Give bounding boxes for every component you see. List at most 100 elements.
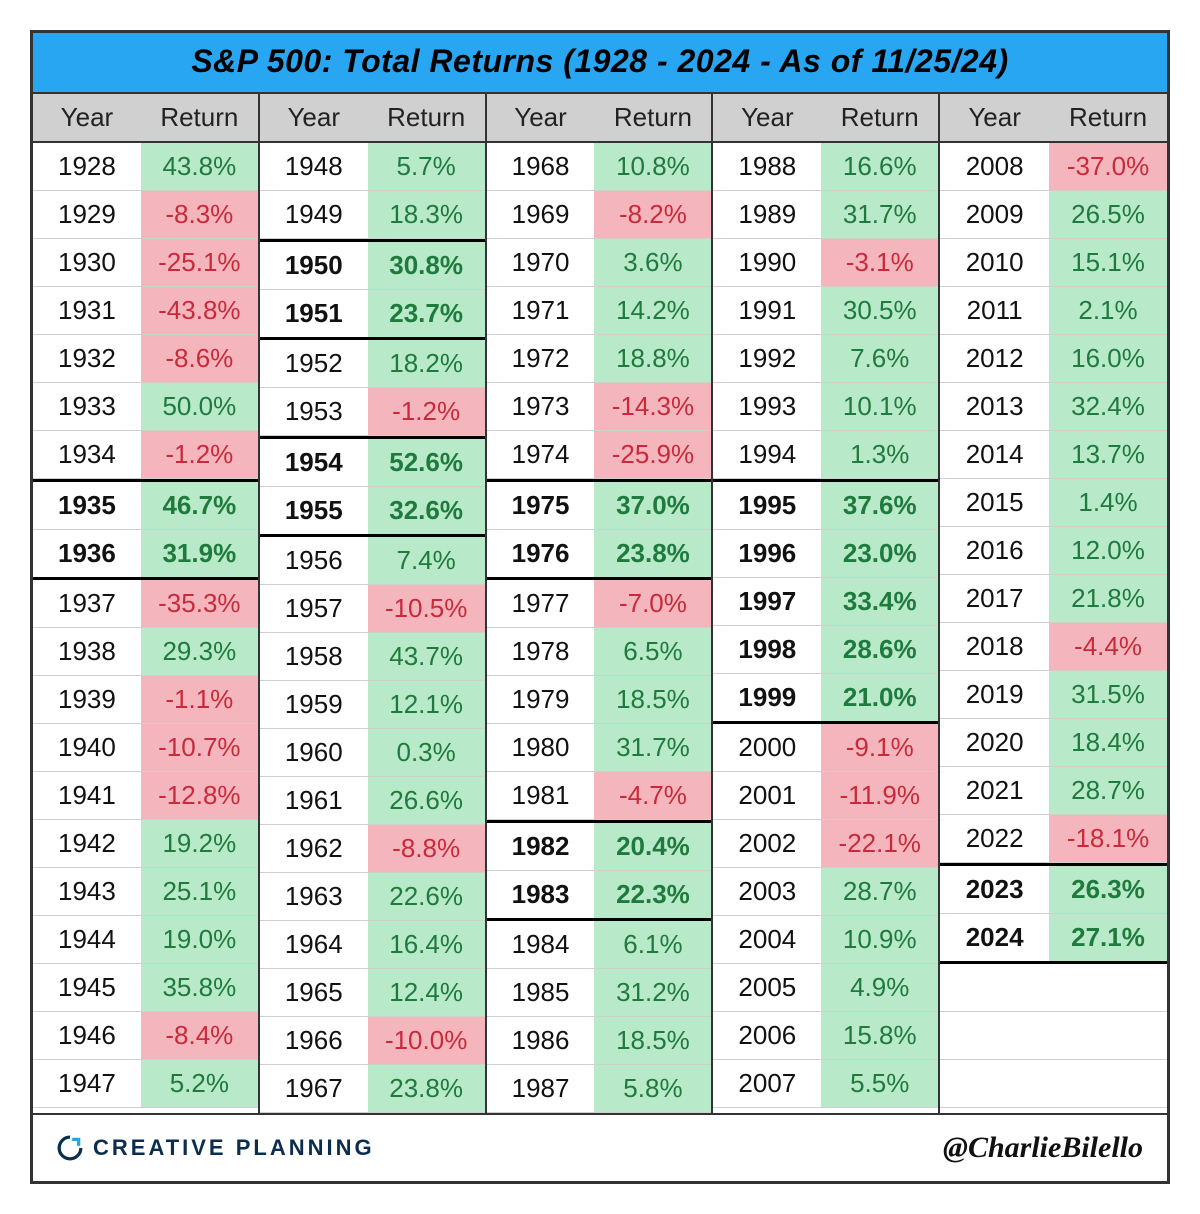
year-cell: 1992 (713, 335, 821, 382)
year-cell: 1952 (260, 340, 368, 387)
table-row: 194535.8% (33, 964, 258, 1012)
table-row: 195123.7% (260, 290, 485, 340)
return-cell: 5.5% (821, 1060, 938, 1107)
table-row: 1969-8.2% (487, 191, 712, 239)
column-header-return: Return (368, 94, 485, 141)
table-row: 19786.5% (487, 628, 712, 676)
brand-logo-icon (57, 1135, 83, 1161)
column-header-year: Year (33, 94, 141, 141)
year-cell: 1994 (713, 431, 821, 478)
return-cell: 2.1% (1049, 287, 1167, 334)
year-cell: 1963 (260, 873, 368, 920)
table-row: 2000-9.1% (713, 724, 938, 772)
table-row: 201216.0% (940, 335, 1167, 383)
return-cell: -3.1% (821, 239, 938, 286)
column-header: YearReturn (487, 94, 712, 143)
table-row: 197918.5% (487, 676, 712, 724)
table-grid: YearReturn192843.8%1929-8.3%1930-25.1%19… (33, 94, 1167, 1113)
column-header-year: Year (940, 94, 1049, 141)
table-row: 1962-8.8% (260, 825, 485, 873)
return-cell: 31.2% (594, 969, 711, 1016)
column-group: YearReturn196810.8%1969-8.2%19703.6%1971… (487, 94, 714, 1113)
year-cell: 2008 (940, 143, 1049, 190)
table-row: 1953-1.2% (260, 388, 485, 436)
return-cell: 26.6% (368, 777, 485, 824)
year-cell: 1939 (33, 676, 141, 723)
table-row: 19703.6% (487, 239, 712, 287)
table-row: 200926.5% (940, 191, 1167, 239)
table-row: 2008-37.0% (940, 143, 1167, 191)
table-row: 195912.1% (260, 681, 485, 729)
column-header-year: Year (487, 94, 595, 141)
table-row: 1940-10.7% (33, 724, 258, 772)
return-cell: 21.8% (1049, 575, 1167, 622)
year-cell: 1954 (260, 439, 368, 486)
year-cell: 1978 (487, 628, 595, 675)
return-cell: 52.6% (368, 439, 485, 486)
return-cell: -12.8% (141, 772, 258, 819)
year-cell: 1960 (260, 729, 368, 776)
table-row: 196416.4% (260, 921, 485, 969)
return-cell: -25.9% (594, 431, 711, 478)
year-cell: 1967 (260, 1065, 368, 1112)
year-cell: 1986 (487, 1017, 595, 1064)
year-cell: 1940 (33, 724, 141, 771)
table-row: 195532.6% (260, 487, 485, 537)
table-row (940, 1060, 1167, 1108)
return-cell: 26.5% (1049, 191, 1167, 238)
table-row: 201721.8% (940, 575, 1167, 623)
return-cell: 31.5% (1049, 671, 1167, 718)
return-cell: 18.8% (594, 335, 711, 382)
return-cell: 16.6% (821, 143, 938, 190)
return-cell: 12.0% (1049, 527, 1167, 574)
return-cell: 26.3% (1049, 866, 1167, 913)
return-cell: -43.8% (141, 287, 258, 334)
table-row: 199130.5% (713, 287, 938, 335)
year-cell: 1949 (260, 191, 368, 238)
table-row: 1966-10.0% (260, 1017, 485, 1065)
return-cell: -8.4% (141, 1012, 258, 1059)
return-cell: 10.8% (594, 143, 711, 190)
year-cell: 1979 (487, 676, 595, 723)
return-cell: 31.7% (821, 191, 938, 238)
return-cell: 31.7% (594, 724, 711, 771)
year-cell: 1946 (33, 1012, 141, 1059)
column-header: YearReturn (260, 94, 485, 143)
return-cell: -4.4% (1049, 623, 1167, 670)
table-row: 197537.0% (487, 479, 712, 530)
year-cell: 1933 (33, 383, 141, 430)
return-cell: -10.7% (141, 724, 258, 771)
year-cell: 1985 (487, 969, 595, 1016)
year-cell: 1966 (260, 1017, 368, 1064)
return-cell: 5.8% (594, 1065, 711, 1112)
table-row: 195030.8% (260, 239, 485, 290)
table-title: S&P 500: Total Returns (1928 - 2024 - As… (33, 33, 1167, 94)
year-cell: 1961 (260, 777, 368, 824)
return-cell: -1.2% (368, 388, 485, 435)
year-cell: 1928 (33, 143, 141, 190)
table-row: 1929-8.3% (33, 191, 258, 239)
return-cell: 37.6% (821, 482, 938, 529)
table-row: 2018-4.4% (940, 623, 1167, 671)
year-cell: 1997 (713, 578, 821, 625)
column-group: YearReturn198816.6%198931.7%1990-3.1%199… (713, 94, 940, 1113)
return-cell: -8.3% (141, 191, 258, 238)
year-cell: 1983 (487, 871, 595, 918)
return-cell: 0.3% (368, 729, 485, 776)
table-row: 199733.4% (713, 578, 938, 626)
table-row: 201413.7% (940, 431, 1167, 479)
return-cell: 31.9% (141, 530, 258, 577)
year-cell (940, 1012, 1049, 1059)
table-row: 202427.1% (940, 914, 1167, 964)
return-cell: 25.1% (141, 868, 258, 915)
table-row: 200615.8% (713, 1012, 938, 1060)
return-cell (1049, 1060, 1167, 1107)
year-cell: 1993 (713, 383, 821, 430)
year-cell: 1953 (260, 388, 368, 435)
table-row: 2022-18.1% (940, 815, 1167, 863)
return-cell: 20.4% (594, 823, 711, 870)
return-cell: 28.6% (821, 626, 938, 673)
year-cell: 2004 (713, 916, 821, 963)
table-row: 1931-43.8% (33, 287, 258, 335)
table-row: 193546.7% (33, 479, 258, 530)
